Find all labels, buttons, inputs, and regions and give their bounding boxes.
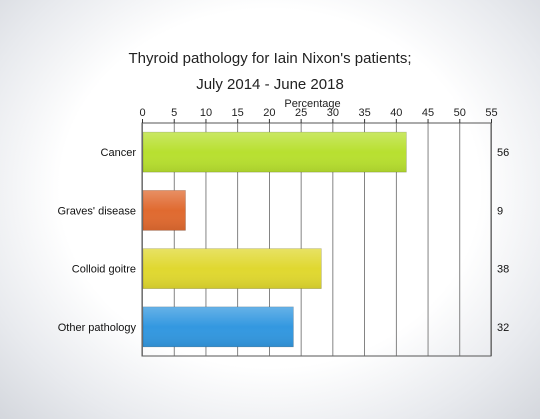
category-label: Colloid goitre: [72, 264, 136, 276]
count-label: 38: [497, 264, 509, 276]
x-tick-label: 45: [422, 107, 434, 119]
bar-shading: [143, 190, 186, 231]
count-label: 32: [497, 322, 509, 334]
chart-title-line-1: Thyroid pathology for Iain Nixon's patie…: [128, 50, 412, 67]
count-label: 56: [497, 147, 509, 159]
count-label: 9: [497, 205, 503, 217]
category-label: Cancer: [101, 147, 137, 159]
x-tick-label: 25: [295, 107, 307, 119]
x-tick-label: 55: [485, 107, 497, 119]
x-tick-label: 35: [358, 107, 370, 119]
bar-shading: [143, 248, 322, 289]
x-tick-label: 0: [139, 107, 145, 119]
bar-shading: [143, 306, 294, 347]
chart-title-line-2: July 2014 - June 2018: [196, 76, 344, 93]
category-label: Graves' disease: [57, 205, 136, 217]
x-axis-label: Percentage: [284, 98, 340, 110]
x-tick-label: 40: [390, 107, 402, 119]
plot-border: [141, 122, 492, 357]
bar-shading: [143, 132, 407, 173]
x-tick-label: 5: [171, 107, 177, 119]
x-tick-label: 20: [263, 107, 275, 119]
x-tick-label: 30: [327, 107, 339, 119]
x-tick-label: 15: [232, 107, 244, 119]
category-label: Other pathology: [58, 322, 137, 334]
x-tick-label: 50: [454, 107, 466, 119]
x-tick-label: 10: [200, 107, 212, 119]
